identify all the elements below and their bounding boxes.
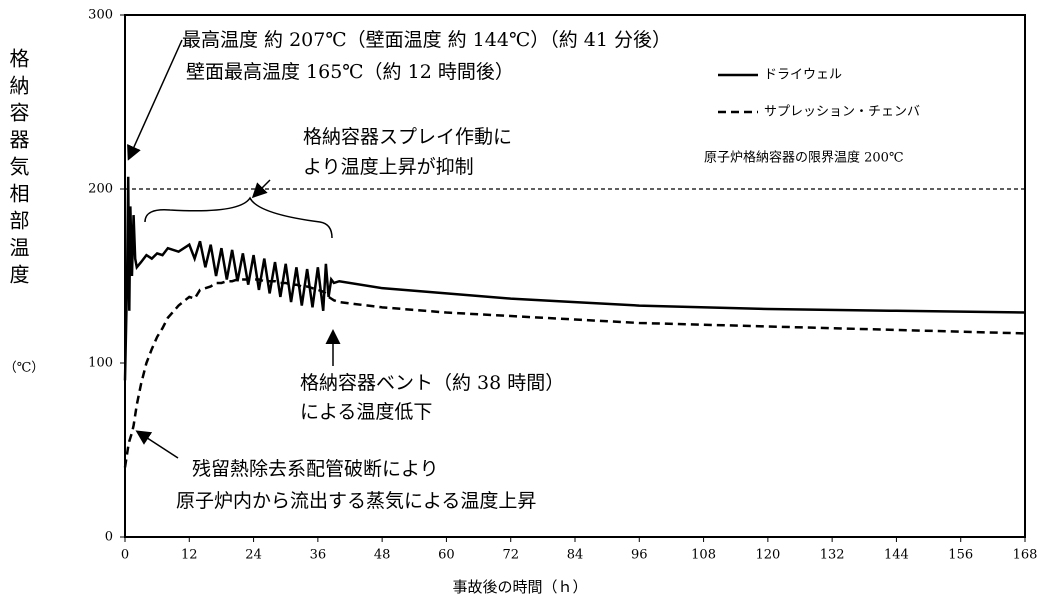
series-line — [123, 176, 1026, 381]
annotation: による温度低下 — [300, 401, 432, 423]
x-tick-label: 108 — [691, 548, 716, 563]
brace — [144, 196, 333, 239]
annotation: 残留熱除去系配管破断により — [192, 458, 439, 480]
annotation: より温度上昇が抑制 — [303, 156, 474, 178]
x-tick-label: 72 — [502, 548, 519, 563]
x-tick-label: 96 — [631, 548, 648, 563]
arrow — [135, 430, 179, 459]
x-tick-label: 120 — [755, 548, 780, 563]
y-tick-label: 100 — [88, 356, 113, 371]
annotation: 壁面最高温度 165℃（約 12 時間後） — [186, 61, 514, 83]
series-line — [123, 278, 1026, 468]
y-tick-label: 300 — [88, 8, 113, 23]
x-tick-label: 24 — [245, 548, 262, 563]
annotation: 格納容器スプレイ作動に — [303, 126, 512, 148]
annotation: 原子炉格納容器の限界温度 200℃ — [704, 150, 904, 166]
annotation: 格納容器ベント（約 38 時間） — [300, 372, 564, 394]
y-tick-label: 200 — [88, 182, 113, 197]
y-axis-label: 格納容器気相部温度 — [6, 48, 30, 291]
x-tick-label: 12 — [181, 548, 198, 563]
legend-label: ドライウェル — [764, 68, 842, 83]
x-tick-label: 168 — [1013, 548, 1038, 563]
annotation: 原子炉内から流出する蒸気による温度上昇 — [176, 490, 536, 512]
y-tick-label: 0 — [105, 530, 113, 545]
x-tick-label: 84 — [567, 548, 584, 563]
legend-label: サプレッション・チェンバ — [764, 105, 920, 120]
x-tick-label: 0 — [121, 548, 129, 563]
arrow — [127, 39, 183, 161]
x-tick-label: 156 — [948, 548, 973, 563]
y-unit: （℃） — [4, 361, 45, 376]
x-tick-label: 60 — [438, 548, 455, 563]
x-tick-label: 144 — [884, 548, 909, 563]
x-tick-label: 36 — [310, 548, 327, 563]
x-tick-label: 48 — [374, 548, 391, 563]
arrow — [251, 179, 271, 199]
annotation: 最高温度 約 207℃（壁面温度 約 144℃）（約 41 分後） — [182, 29, 671, 51]
x-axis-label: 事故後の時間（ｈ） — [452, 578, 587, 596]
x-tick-label: 132 — [820, 548, 845, 563]
